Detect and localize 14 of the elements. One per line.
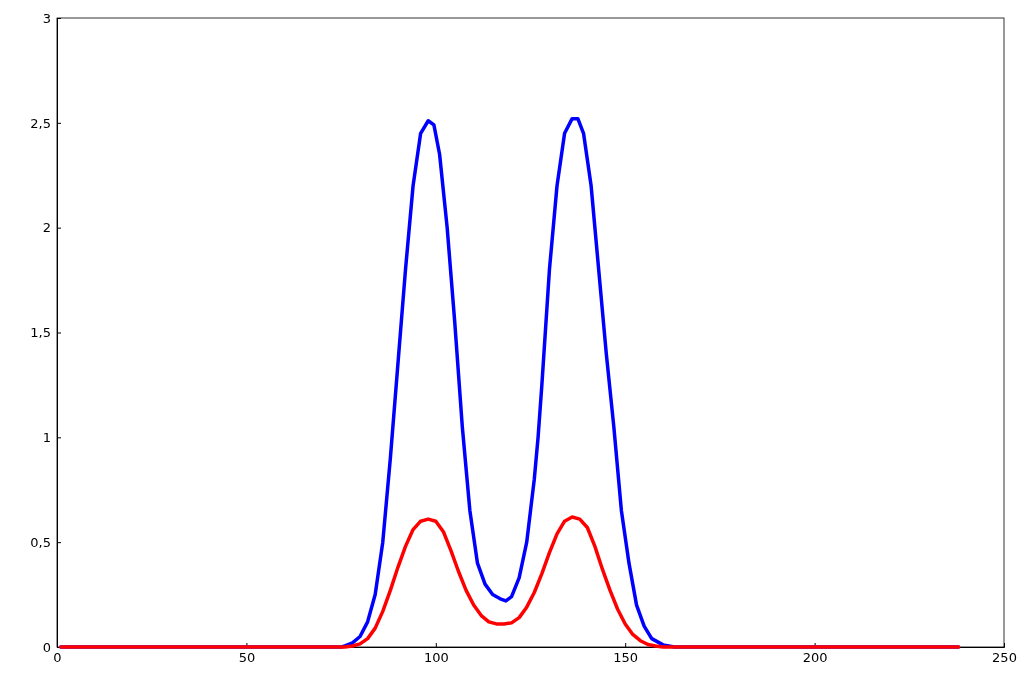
line-series: [59, 515, 961, 649]
x-tick-label: 150: [613, 650, 639, 666]
y-tick-label: 2: [42, 220, 51, 236]
y-tick-label: 0: [42, 639, 51, 655]
y-tick-label: 1: [42, 429, 51, 445]
y-tick-label: 1,5: [30, 325, 51, 341]
x-tick-label: 200: [802, 650, 828, 666]
x-tick-label: 250: [992, 650, 1017, 666]
y-tick-label: 2,5: [30, 115, 51, 131]
y-tick-label: 3: [42, 10, 51, 26]
x-tick-label: 50: [238, 650, 256, 666]
x-tick-label: 100: [423, 650, 449, 666]
y-tick-label: 0,5: [30, 534, 51, 550]
x-tick-label: 0: [53, 650, 62, 666]
